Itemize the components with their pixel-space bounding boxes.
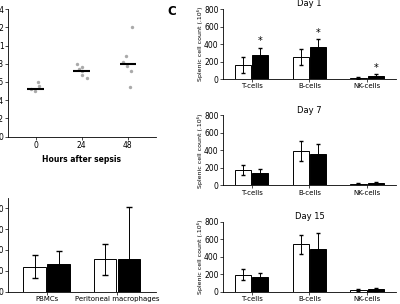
Bar [47, 264, 70, 292]
Bar [94, 259, 116, 292]
Bar [293, 57, 309, 79]
Point [128, 69, 134, 74]
Point [32, 89, 38, 94]
Title: Day 1: Day 1 [297, 0, 322, 8]
Point [122, 54, 129, 59]
Bar [252, 278, 268, 292]
Bar [368, 183, 384, 185]
Bar [118, 259, 140, 292]
Point [74, 61, 80, 66]
Y-axis label: Splenic cell count (.10⁶): Splenic cell count (.10⁶) [197, 219, 203, 294]
Bar [310, 154, 326, 185]
Text: *: * [374, 63, 378, 73]
X-axis label: Hours after sepsis: Hours after sepsis [42, 155, 121, 164]
Bar [235, 275, 251, 292]
Point [120, 60, 126, 64]
Point [84, 76, 90, 81]
Text: *: * [258, 36, 263, 46]
Point [127, 84, 133, 89]
Y-axis label: Splenic cell count (.10⁶): Splenic cell count (.10⁶) [197, 7, 203, 81]
Point [35, 80, 41, 85]
Bar [310, 47, 326, 79]
Point [79, 69, 85, 74]
Text: *: * [316, 28, 320, 38]
Point [129, 25, 136, 30]
Bar [235, 65, 251, 79]
Title: Day 7: Day 7 [297, 106, 322, 115]
Bar [293, 151, 309, 185]
Bar [368, 289, 384, 292]
Text: C: C [168, 5, 176, 18]
Bar [350, 290, 366, 292]
Point [76, 67, 82, 72]
Point [123, 63, 130, 68]
Bar [350, 184, 366, 185]
Point [78, 72, 85, 77]
Bar [368, 76, 384, 79]
Point [78, 65, 85, 70]
Title: Day 15: Day 15 [294, 212, 324, 221]
Bar [293, 244, 309, 292]
Bar [235, 170, 251, 185]
Point [36, 83, 42, 88]
Y-axis label: Splenic cell count (.10⁶): Splenic cell count (.10⁶) [197, 113, 203, 188]
Bar [310, 249, 326, 292]
Bar [24, 267, 46, 292]
Point [28, 87, 34, 92]
Bar [252, 173, 268, 185]
Bar [350, 78, 366, 79]
Bar [252, 55, 268, 79]
